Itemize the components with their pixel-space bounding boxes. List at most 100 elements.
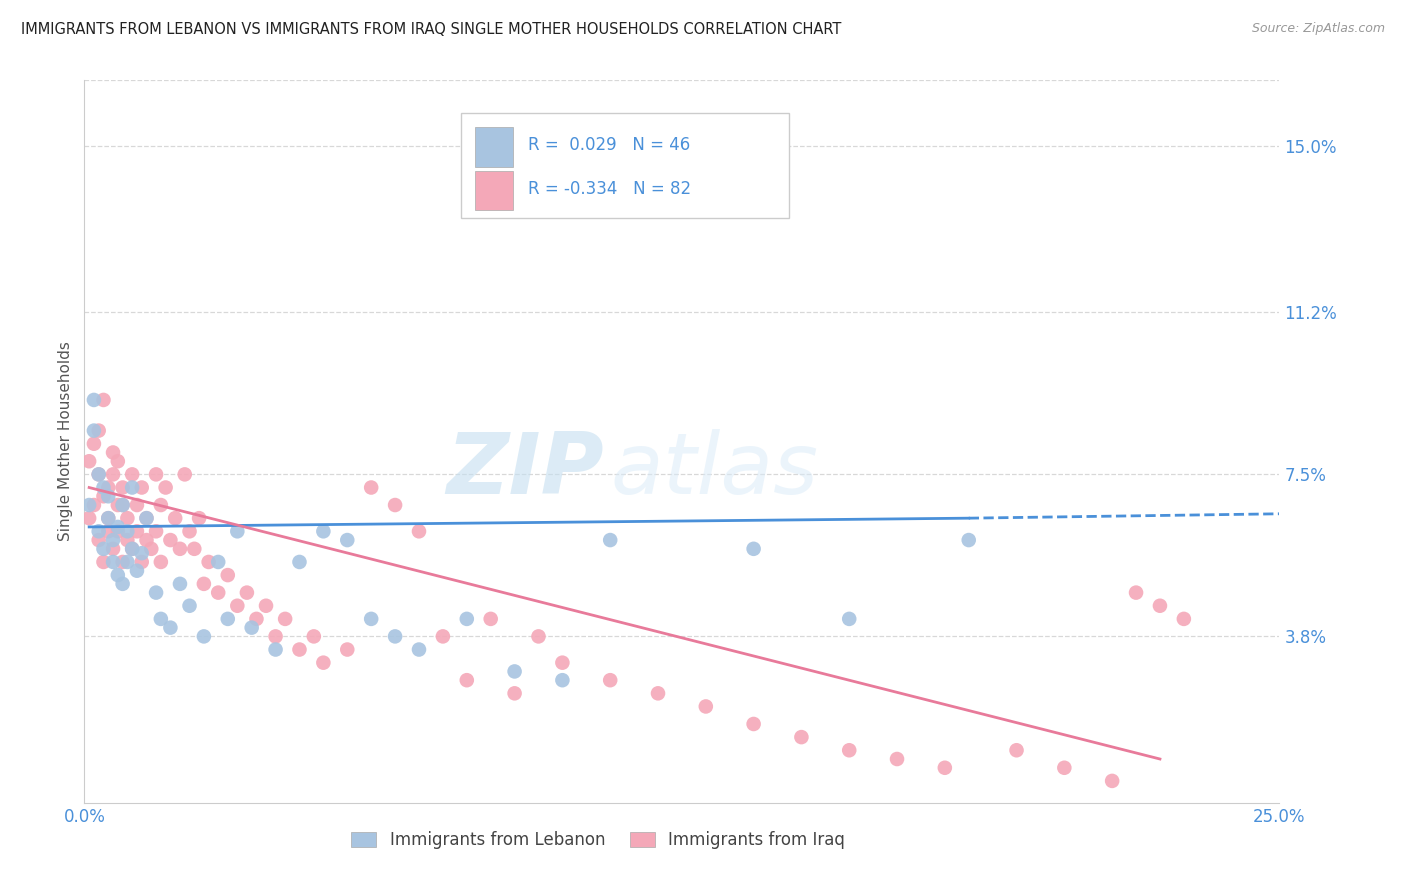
FancyBboxPatch shape xyxy=(461,112,790,218)
Point xyxy=(125,564,148,578)
Point xyxy=(135,533,157,547)
Point xyxy=(121,467,143,482)
Point xyxy=(121,541,143,556)
Point xyxy=(97,489,120,503)
Point xyxy=(288,555,311,569)
Point xyxy=(934,761,956,775)
Point xyxy=(179,599,201,613)
Point xyxy=(274,612,297,626)
Point xyxy=(93,489,115,503)
Point xyxy=(121,481,143,495)
Point xyxy=(77,498,100,512)
Point xyxy=(183,541,205,556)
Point xyxy=(107,498,129,512)
Point xyxy=(101,445,124,459)
Text: atlas: atlas xyxy=(610,429,818,512)
Point xyxy=(111,498,134,512)
Point xyxy=(226,524,249,539)
Point xyxy=(742,717,765,731)
Text: R =  0.029   N = 46: R = 0.029 N = 46 xyxy=(527,136,690,154)
Point xyxy=(83,424,105,438)
Point xyxy=(93,541,115,556)
Text: IMMIGRANTS FROM LEBANON VS IMMIGRANTS FROM IRAQ SINGLE MOTHER HOUSEHOLDS CORRELA: IMMIGRANTS FROM LEBANON VS IMMIGRANTS FR… xyxy=(21,22,841,37)
Point xyxy=(647,686,669,700)
Point xyxy=(101,541,124,556)
Point xyxy=(1125,585,1147,599)
Point xyxy=(83,436,105,450)
Point xyxy=(336,642,359,657)
Point xyxy=(236,585,259,599)
Point xyxy=(165,511,187,525)
Point xyxy=(1101,773,1123,788)
Point xyxy=(336,533,359,547)
Point xyxy=(111,481,134,495)
Point xyxy=(193,629,215,643)
Point xyxy=(217,568,239,582)
Point xyxy=(149,555,172,569)
Point xyxy=(149,612,172,626)
Point xyxy=(226,599,249,613)
Point xyxy=(97,511,120,525)
Point xyxy=(302,629,325,643)
Point xyxy=(179,524,201,539)
Point xyxy=(695,699,717,714)
Point xyxy=(93,392,115,407)
Point xyxy=(121,541,143,556)
Point xyxy=(360,481,382,495)
Text: R = -0.334   N = 82: R = -0.334 N = 82 xyxy=(527,179,690,198)
Point xyxy=(77,454,100,468)
Point xyxy=(408,642,430,657)
Point xyxy=(87,524,110,539)
Point xyxy=(312,524,335,539)
Point xyxy=(97,481,120,495)
Point xyxy=(93,481,115,495)
Point xyxy=(360,612,382,626)
Point xyxy=(245,612,267,626)
Point xyxy=(87,424,110,438)
Point xyxy=(145,467,167,482)
Point xyxy=(125,524,148,539)
Point xyxy=(77,511,100,525)
Point xyxy=(93,555,115,569)
Point xyxy=(240,621,263,635)
Point xyxy=(83,498,105,512)
Point xyxy=(479,612,502,626)
Point xyxy=(131,546,153,560)
Point xyxy=(111,498,134,512)
Point xyxy=(131,555,153,569)
Point xyxy=(1149,599,1171,613)
Point xyxy=(117,524,139,539)
Point xyxy=(742,541,765,556)
Point xyxy=(145,524,167,539)
Point xyxy=(503,665,526,679)
Point xyxy=(87,533,110,547)
Point xyxy=(1173,612,1195,626)
Point xyxy=(312,656,335,670)
FancyBboxPatch shape xyxy=(475,128,513,167)
Point xyxy=(254,599,277,613)
Point xyxy=(193,577,215,591)
Point xyxy=(432,629,454,643)
Point xyxy=(599,673,621,688)
Point xyxy=(97,511,120,525)
Y-axis label: Single Mother Households: Single Mother Households xyxy=(58,342,73,541)
Point xyxy=(527,629,550,643)
Point xyxy=(101,555,124,569)
Point xyxy=(145,585,167,599)
Point xyxy=(207,585,229,599)
Point xyxy=(87,467,110,482)
Point xyxy=(1005,743,1028,757)
Point xyxy=(131,481,153,495)
Point xyxy=(107,454,129,468)
Point xyxy=(87,467,110,482)
Point xyxy=(169,541,191,556)
Text: ZIP: ZIP xyxy=(447,429,605,512)
Point xyxy=(101,533,124,547)
Point xyxy=(135,511,157,525)
Point xyxy=(599,533,621,547)
Point xyxy=(957,533,980,547)
Point xyxy=(117,511,139,525)
Point xyxy=(456,673,478,688)
Point xyxy=(288,642,311,657)
Point xyxy=(107,524,129,539)
